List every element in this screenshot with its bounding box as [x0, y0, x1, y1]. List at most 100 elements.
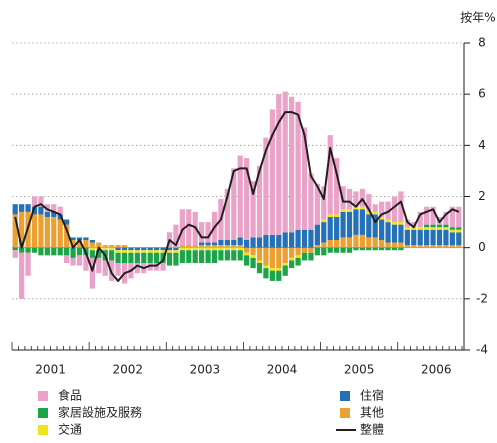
bar-segment	[38, 206, 44, 215]
bar-segment	[115, 252, 121, 264]
bar-segment	[57, 219, 63, 248]
bar-segment	[411, 222, 417, 228]
bar-segment	[411, 227, 417, 230]
bar-segment	[186, 245, 192, 248]
bar-segment	[308, 229, 314, 248]
legend-swatch	[38, 391, 48, 401]
bar-segment	[25, 247, 31, 253]
bar-segment	[70, 247, 76, 258]
bar-segment	[398, 242, 404, 248]
bar-segment	[449, 245, 455, 248]
bar-segment	[166, 247, 173, 251]
bar-segment	[327, 214, 333, 217]
bar-segment	[31, 196, 38, 207]
bar-segment	[430, 227, 436, 230]
bar-segment	[121, 250, 128, 253]
bar-segment	[109, 247, 115, 251]
bar-segment	[64, 255, 70, 264]
x-tick-label: 2005	[344, 363, 375, 377]
bar-segment	[404, 229, 410, 246]
bar-segment	[218, 245, 224, 248]
bar-segment	[51, 216, 57, 248]
bar-segment	[411, 245, 417, 248]
y-tick-label: -4	[476, 343, 488, 357]
bar-segment	[321, 247, 327, 256]
bar-segment	[141, 252, 147, 264]
bar-segment	[166, 252, 173, 266]
bar-segment	[282, 265, 288, 276]
bar-segment	[263, 265, 269, 269]
bar-segment	[38, 196, 44, 207]
bar-segment	[25, 252, 31, 276]
bar-segment	[237, 247, 243, 251]
bar-segment	[391, 222, 398, 225]
bar-segment	[327, 239, 333, 248]
bar-segment	[359, 247, 365, 251]
bar-segment	[51, 204, 57, 212]
bar-segment	[340, 247, 346, 253]
bar-segment	[340, 211, 346, 238]
bar-segment	[282, 232, 288, 248]
bar-segment	[179, 247, 185, 251]
bar-segment	[250, 247, 256, 256]
bar-segment	[353, 234, 359, 248]
bar-segment	[385, 242, 391, 248]
bar-segment	[398, 224, 404, 243]
x-tick-label: 2001	[35, 363, 66, 377]
bar-segment	[76, 255, 83, 266]
bar-segment	[121, 245, 128, 248]
bar-segment	[218, 247, 224, 251]
bar-segment	[436, 229, 443, 246]
y-tick-label: 6	[478, 87, 486, 101]
bar-segment	[385, 222, 391, 243]
bar-segment	[19, 247, 25, 253]
bar-segment	[269, 247, 275, 269]
bar-segment	[83, 239, 89, 248]
bar-segment	[115, 247, 121, 251]
bar-segment	[166, 250, 173, 253]
bar-segment	[276, 234, 282, 248]
bar-segment	[269, 109, 275, 235]
bar-segment	[443, 229, 449, 246]
bar-segment	[359, 209, 365, 235]
bar-segment	[456, 206, 462, 228]
bar-segment	[391, 247, 398, 251]
bar-segment	[430, 224, 436, 228]
x-tick-label: 2002	[112, 363, 143, 377]
bar-segment	[64, 219, 70, 225]
bar-segment	[256, 237, 263, 248]
bar-segment	[346, 188, 353, 210]
bar-segment	[134, 250, 140, 253]
bar-segment	[276, 270, 282, 281]
bar-segment	[340, 209, 346, 212]
bar-segment	[366, 237, 372, 248]
bar-segment	[372, 211, 378, 215]
bar-segment	[237, 237, 243, 246]
bar-segment	[379, 216, 385, 220]
bar-segment	[109, 245, 115, 248]
bar-segment	[12, 247, 18, 251]
bar-segment	[295, 101, 301, 230]
bar-segment	[51, 211, 57, 217]
bar-segment	[424, 229, 430, 246]
bar-segment	[199, 245, 205, 248]
bar-segment	[186, 250, 192, 264]
bar-segment	[192, 250, 198, 264]
bar-segment	[173, 250, 179, 253]
bar-segment	[430, 229, 436, 246]
bar-segment	[346, 247, 353, 253]
bar-segment	[218, 250, 224, 261]
bar-segment	[89, 242, 95, 248]
bar-segment	[199, 222, 205, 243]
bar-segment	[83, 255, 89, 271]
bar-segment	[289, 247, 295, 258]
bar-segment	[398, 222, 404, 225]
bar-segment	[346, 211, 353, 238]
bar-segment	[115, 250, 121, 253]
bar-segment	[231, 245, 237, 248]
bar-segment	[173, 252, 179, 266]
bar-segment	[128, 252, 134, 264]
bar-segment	[218, 239, 224, 246]
bar-segment	[115, 245, 121, 248]
